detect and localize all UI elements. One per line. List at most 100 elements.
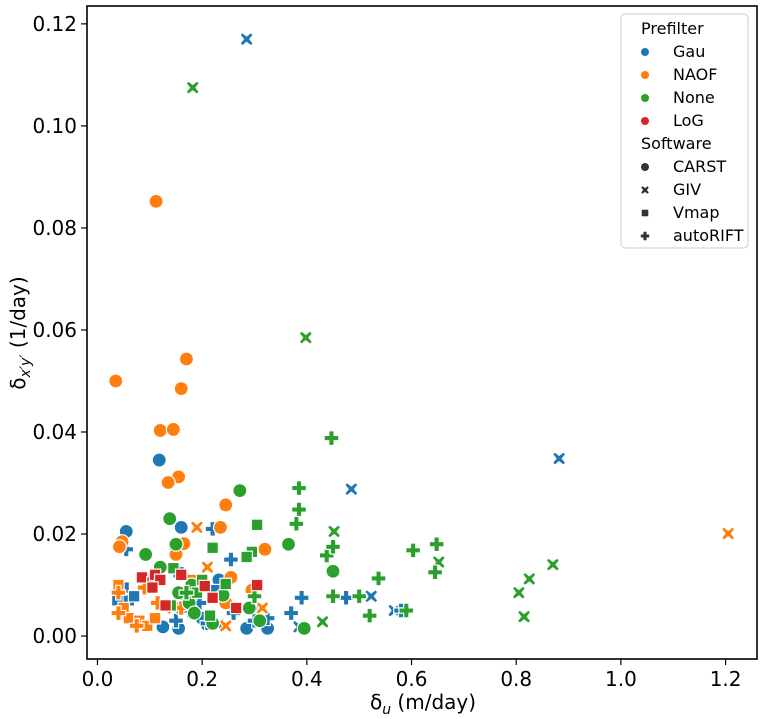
legend-entry-none-label: None — [673, 88, 715, 107]
x-tick-label: 0.8 — [500, 667, 532, 691]
data-point-none-autorift — [428, 536, 445, 553]
x-tick-label: 0.6 — [396, 667, 428, 691]
data-point-naof-carst — [218, 497, 234, 513]
data-point-naof-carst — [148, 193, 164, 209]
legend-entry-autorift-marker — [640, 231, 650, 241]
data-point-none-giv — [298, 330, 314, 346]
data-point-naof-carst — [165, 421, 181, 438]
data-point-naof-autorift — [128, 617, 145, 634]
data-point-naof-vmap — [148, 611, 162, 625]
legend-entry-autorift-label: autoRIFT — [673, 226, 744, 245]
data-point-gau-giv — [363, 588, 379, 604]
legend-entry-log-marker — [641, 117, 649, 125]
data-point-naof-carst — [173, 381, 189, 397]
y-tick-label: 0.02 — [32, 522, 77, 546]
x-axis-label: δu (m/day) — [370, 690, 476, 718]
data-point-none-vmap — [203, 609, 217, 622]
data-point-none-carst — [232, 483, 248, 499]
data-point-none-carst — [168, 536, 184, 552]
data-point-log-vmap — [229, 601, 243, 615]
data-point-naof-autorift — [110, 584, 127, 601]
data-points — [108, 31, 736, 636]
x-axis-label-symbol: δ — [370, 690, 382, 714]
data-point-log-vmap — [135, 571, 149, 584]
data-point-none-giv — [185, 80, 201, 96]
x-axis-label-subscript: u — [382, 702, 391, 718]
data-point-naof-giv — [189, 519, 205, 535]
x-axis-label-unit: (m/day) — [391, 690, 476, 714]
data-point-none-giv — [315, 614, 331, 630]
data-point-gau-giv — [551, 451, 567, 466]
legend: Prefilter Gau NAOF None LoG Software CARST GIV V… — [620, 13, 749, 249]
data-point-none-autorift — [288, 515, 305, 532]
legend-entry-none-marker — [641, 94, 649, 102]
data-point-gau-autorift — [222, 551, 239, 568]
y-axis-label: δx′y′ (1/day) — [6, 276, 34, 389]
data-point-log-vmap — [159, 599, 172, 612]
legend-entry-gau-marker — [641, 48, 649, 56]
data-point-none-giv — [545, 557, 561, 573]
data-point-naof-carst — [152, 422, 168, 439]
data-point-naof-carst — [160, 474, 176, 491]
x-tick-label: 0.4 — [291, 667, 323, 691]
plot-area-frame — [86, 5, 758, 660]
data-point-log-vmap — [153, 573, 167, 587]
y-axis-label-unit: (1/day) — [6, 276, 30, 354]
data-point-none-vmap — [250, 518, 264, 532]
data-point-naof-carst — [178, 351, 195, 367]
data-point-none-autorift — [318, 547, 335, 564]
data-point-none-giv — [516, 609, 532, 625]
data-point-none-autorift — [351, 588, 368, 605]
data-point-none-carst — [296, 620, 312, 636]
x-tick-label: 0.2 — [186, 667, 218, 691]
y-tick-label: 0.12 — [32, 12, 77, 36]
data-point-none-carst — [162, 511, 178, 527]
data-point-naof-carst — [108, 373, 124, 389]
data-point-none-vmap — [206, 541, 219, 555]
data-point-none-autorift — [325, 588, 341, 605]
legend-entry-carst-label: CARST — [673, 157, 726, 176]
legend-entry-giv-marker — [641, 186, 649, 194]
data-point-none-autorift — [291, 480, 307, 497]
data-point-log-vmap — [174, 568, 188, 582]
data-point-none-carst — [280, 536, 297, 552]
x-axis: 0.0 0.2 0.4 0.6 0.8 1.0 1.2 — [82, 659, 742, 691]
data-point-none-autorift — [323, 430, 340, 447]
data-point-none-autorift — [178, 584, 195, 601]
legend-entry-vmap-label: Vmap — [673, 203, 720, 222]
y-axis-label-symbol: δ — [6, 377, 30, 389]
data-point-naof-giv — [720, 526, 736, 541]
x-tick-label: 1.2 — [710, 667, 742, 691]
x-tick-label: 0.0 — [82, 667, 114, 691]
data-point-none-autorift — [398, 602, 415, 619]
data-point-log-vmap — [198, 579, 212, 593]
data-point-naof-carst — [257, 541, 273, 557]
legend-title-prefilter: Prefilter — [641, 19, 704, 38]
data-point-gau-giv — [239, 31, 255, 47]
data-point-none-carst — [325, 563, 341, 579]
data-point-naof-carst — [111, 539, 128, 555]
data-point-naof-giv — [199, 559, 215, 575]
data-point-none-autorift — [370, 570, 387, 587]
legend-entry-giv-label: GIV — [673, 180, 701, 199]
data-point-none-autorift — [427, 564, 444, 581]
data-point-naof-carst — [212, 519, 229, 535]
legend-entry-carst-marker — [641, 163, 649, 171]
legend-entry-log-label: LoG — [673, 111, 704, 130]
data-point-none-autorift — [325, 538, 341, 555]
data-point-none-giv — [521, 571, 537, 587]
data-point-none-carst — [186, 605, 202, 621]
legend-entry-naof-marker — [641, 71, 649, 79]
data-point-gau-carst — [173, 519, 189, 535]
data-point-gau-autorift — [293, 589, 310, 606]
y-axis: 0.00 0.02 0.04 0.06 0.08 0.10 0.12 — [32, 12, 87, 648]
data-point-naof-autorift — [110, 605, 127, 622]
data-point-none-autorift — [361, 607, 378, 624]
y-axis-label-subscript: x′y′ — [18, 354, 34, 379]
data-point-none-autorift — [246, 588, 263, 605]
data-point-gau-carst — [151, 452, 167, 468]
data-point-none-vmap — [219, 577, 233, 591]
data-point-gau-autorift — [283, 605, 300, 622]
data-point-none-carst — [252, 613, 268, 629]
data-point-log-vmap — [250, 578, 264, 592]
